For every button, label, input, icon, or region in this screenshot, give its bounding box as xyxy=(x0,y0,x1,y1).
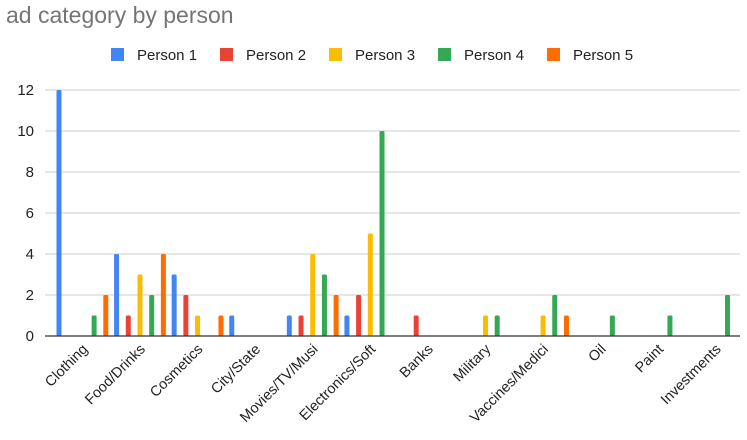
y-tick-label: 10 xyxy=(17,123,34,140)
bar xyxy=(229,315,235,336)
y-tick-label: 12 xyxy=(17,82,34,99)
bar xyxy=(413,315,419,336)
legend: Person 1 Person 2 Person 3 Person 4 Person 5 xyxy=(111,47,633,64)
bar xyxy=(344,315,350,336)
bar xyxy=(160,254,166,336)
x-tick-label: Clothing xyxy=(42,342,91,391)
bar xyxy=(333,295,339,336)
legend-label: Person 1 xyxy=(137,47,197,64)
y-tick-label: 2 xyxy=(26,287,34,304)
bar xyxy=(609,315,615,336)
bar xyxy=(667,315,673,336)
bar xyxy=(310,254,316,336)
legend-label: Person 3 xyxy=(355,47,415,64)
bar xyxy=(195,315,201,336)
bar xyxy=(494,315,500,336)
x-tick-label: Paint xyxy=(632,342,667,377)
bar xyxy=(482,315,488,336)
y-axis-ticks: 0 2 4 6 8 10 12 xyxy=(17,82,34,345)
bar xyxy=(367,233,373,336)
legend-swatch xyxy=(438,48,451,61)
bar xyxy=(563,315,569,336)
legend-label: Person 5 xyxy=(573,47,633,64)
bar xyxy=(552,295,558,336)
legend-swatch xyxy=(220,48,233,61)
bar xyxy=(149,295,155,336)
legend-label: Person 2 xyxy=(246,47,306,64)
y-tick-label: 4 xyxy=(26,246,34,263)
gridlines xyxy=(45,89,740,296)
x-tick-label: Investments xyxy=(658,342,725,409)
x-tick-label: Oil xyxy=(586,342,610,366)
bar xyxy=(56,90,62,336)
y-tick-label: 0 xyxy=(26,328,34,345)
legend-swatch xyxy=(329,48,342,61)
bar xyxy=(379,131,385,336)
chart-title: ad category by person xyxy=(6,2,234,28)
bar xyxy=(183,295,189,336)
y-tick-label: 6 xyxy=(26,205,34,222)
bar xyxy=(218,315,224,336)
bar xyxy=(540,315,546,336)
legend-label: Person 4 xyxy=(464,47,524,64)
legend-swatch xyxy=(547,48,560,61)
y-tick-label: 8 xyxy=(26,164,34,181)
bar xyxy=(137,274,143,336)
bars xyxy=(56,90,731,336)
bar xyxy=(125,315,131,336)
bar xyxy=(321,274,327,336)
x-tick-label: City/State xyxy=(208,342,264,398)
x-tick-label: Cosmetics xyxy=(147,342,206,401)
bar xyxy=(91,315,97,336)
legend-swatch xyxy=(111,48,124,61)
x-tick-label: Military xyxy=(451,341,495,385)
bar xyxy=(103,295,109,336)
bar xyxy=(114,254,120,336)
bar xyxy=(286,315,292,336)
x-tick-label: Food/Drinks xyxy=(82,342,149,409)
bar xyxy=(725,295,731,336)
x-tick-label: Banks xyxy=(397,342,437,382)
bar xyxy=(298,315,304,336)
bar xyxy=(356,295,362,336)
bar xyxy=(171,274,177,336)
